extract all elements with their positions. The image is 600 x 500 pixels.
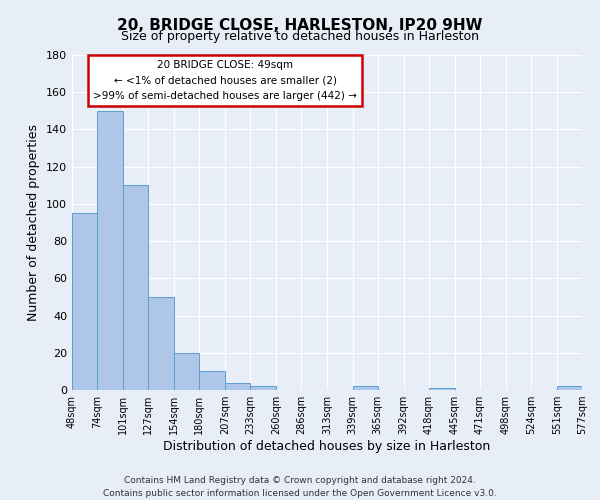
Bar	[225, 382, 250, 390]
Bar	[429, 388, 455, 390]
Bar	[97, 111, 123, 390]
Bar	[148, 297, 174, 390]
Bar	[199, 372, 225, 390]
Text: Contains HM Land Registry data © Crown copyright and database right 2024.
Contai: Contains HM Land Registry data © Crown c…	[103, 476, 497, 498]
Bar	[72, 213, 97, 390]
Bar	[353, 386, 377, 390]
Bar	[250, 386, 277, 390]
Text: Size of property relative to detached houses in Harleston: Size of property relative to detached ho…	[121, 30, 479, 43]
Y-axis label: Number of detached properties: Number of detached properties	[28, 124, 40, 321]
Text: 20, BRIDGE CLOSE, HARLESTON, IP20 9HW: 20, BRIDGE CLOSE, HARLESTON, IP20 9HW	[117, 18, 483, 32]
Bar	[123, 186, 148, 390]
Text: 20 BRIDGE CLOSE: 49sqm
← <1% of detached houses are smaller (2)
>99% of semi-det: 20 BRIDGE CLOSE: 49sqm ← <1% of detached…	[93, 60, 357, 101]
Bar	[557, 386, 582, 390]
Bar	[174, 353, 199, 390]
X-axis label: Distribution of detached houses by size in Harleston: Distribution of detached houses by size …	[163, 440, 491, 453]
